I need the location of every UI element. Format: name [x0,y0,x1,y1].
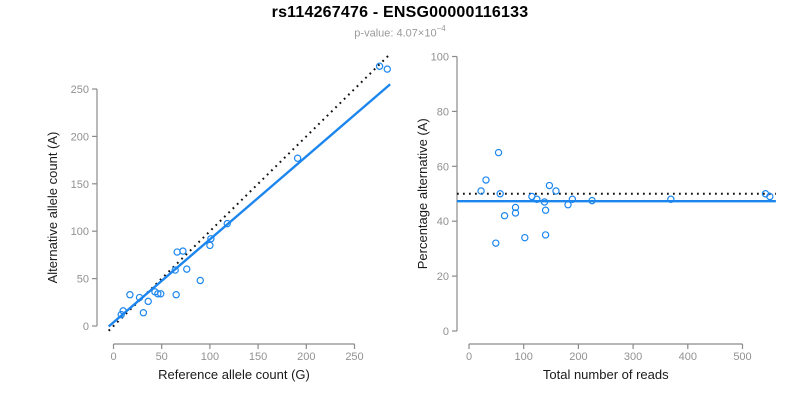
x-tick-label: 300 [624,351,642,363]
y-tick-label: 60 [437,161,449,173]
data-point [492,239,500,247]
data-point [139,309,148,317]
data-point [119,307,127,315]
y-axis [92,88,98,327]
data-point [496,190,504,198]
data-point [135,293,144,302]
data-point [766,192,774,201]
data-point [207,235,215,243]
y-axis-label: Alternative allele count (A) [45,132,60,284]
y-tick-label: 150 [71,179,89,191]
data-point [383,65,391,73]
x-tick-label: 50 [156,351,168,363]
y-tick-label: 50 [77,274,89,286]
data-point [482,176,490,184]
x-tick-labels: 0 50 100 150 200 250 [110,351,363,363]
x-tick-labels: 0 100 200 300 400 500 [466,351,752,363]
data-point [540,198,549,206]
y-axis-label: Percentage alternative (A) [415,118,430,269]
data-points [477,148,774,247]
p-value-exponent: −4 [436,24,446,33]
data-point [564,201,572,209]
allele-count-scatter-plot: 0 50 100 150 200 250 0 50 100 150 200 250 Reference … [45,54,391,382]
x-tick-label: 100 [515,351,533,363]
data-point [179,247,187,255]
p-value-subtitle: p-value: 4.07×10−4 [0,24,800,40]
data-point [552,187,560,195]
data-point [223,219,231,228]
data-point [196,276,204,285]
data-point [183,265,191,273]
x-tick-label: 200 [297,351,315,363]
data-point [171,266,179,274]
data-point [126,291,134,299]
x-axis-label: Reference allele count (G) [158,367,310,382]
y-tick-label: 40 [437,216,449,228]
data-point [541,231,550,239]
data-point [154,290,162,298]
x-tick-label: 100 [201,351,219,363]
data-point [533,195,541,203]
data-point [667,195,675,203]
x-tick-label: 250 [345,351,363,363]
percentage-alternative-scatter-plot: 0 100 200 300 400 500 0 20 40 60 80 100 Total number… [415,52,776,382]
data-point [157,290,165,298]
y-tick-label: 250 [71,84,89,96]
x-tick-label: 400 [679,351,697,363]
y-tick-label: 0 [83,321,89,333]
data-point [545,181,554,190]
y-tick-label: 100 [71,226,89,238]
data-point [293,154,302,162]
x-tick-label: 0 [110,351,116,363]
y-tick-label: 100 [431,52,449,64]
data-points [117,62,391,319]
data-point [494,148,503,157]
x-tick-label: 200 [569,351,587,363]
data-point [511,209,520,217]
y-axis [452,55,458,332]
data-point [144,297,152,306]
data-point [500,212,509,220]
x-axis [112,343,356,349]
y-tick-label: 0 [443,326,449,338]
data-point [477,187,485,195]
data-point [521,233,529,242]
y-tick-labels: 0 20 40 60 80 100 [431,52,449,339]
x-tick-label: 150 [249,351,267,363]
x-tick-label: 0 [466,351,472,363]
data-point [541,206,550,214]
y-tick-label: 20 [437,271,449,283]
data-point [173,248,181,256]
x-axis [468,343,744,349]
y-tick-label: 200 [71,131,89,143]
data-point [117,310,125,319]
y-tick-label: 80 [437,106,449,118]
data-point [172,291,180,299]
regression-line [107,83,391,328]
data-point [206,241,214,250]
p-value-text: p-value: 4.07×10 [354,27,437,40]
x-tick-label: 500 [733,351,751,363]
data-point [511,203,520,212]
x-axis-label: Total number of reads [543,367,669,382]
plot-title: rs114267476 - ENSG00000116133 [271,4,529,21]
y-tick-labels: 0 50 100 150 200 250 [71,84,89,333]
data-point [588,196,596,205]
data-point [375,62,384,70]
data-point [568,195,577,203]
